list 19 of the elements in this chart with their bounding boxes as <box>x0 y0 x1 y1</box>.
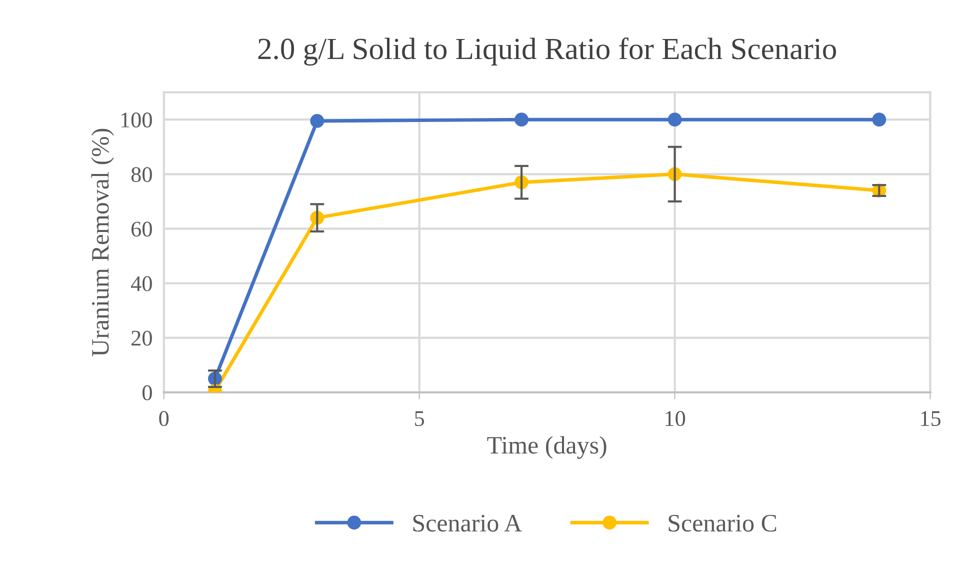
point <box>872 112 886 127</box>
x-tick-label: 15 <box>921 411 941 426</box>
y-tick-label: 0 <box>142 385 152 400</box>
point <box>310 114 324 128</box>
point <box>514 112 528 127</box>
x-tick-label: 0 <box>159 411 169 426</box>
x-tick-label: 10 <box>666 411 686 426</box>
y-tick-label: 60 <box>132 222 152 237</box>
legend-label: Scenario C <box>668 514 776 532</box>
y-tick-label: 40 <box>130 276 152 292</box>
chart-title: 2.0 g/L Solid to Liquid Ratio for Each Scenario <box>258 37 836 66</box>
y-tick-label: 100 <box>121 112 152 128</box>
y-tick-label: 20 <box>132 330 152 346</box>
x-axis-title: Time (days) <box>487 436 606 459</box>
y-tick-label: 80 <box>131 167 152 182</box>
point <box>668 112 682 127</box>
y-axis-title: Uranium Removal (%) <box>91 128 114 356</box>
legend-label: Scenario A <box>413 514 522 532</box>
x-tick-label: 5 <box>415 411 424 426</box>
